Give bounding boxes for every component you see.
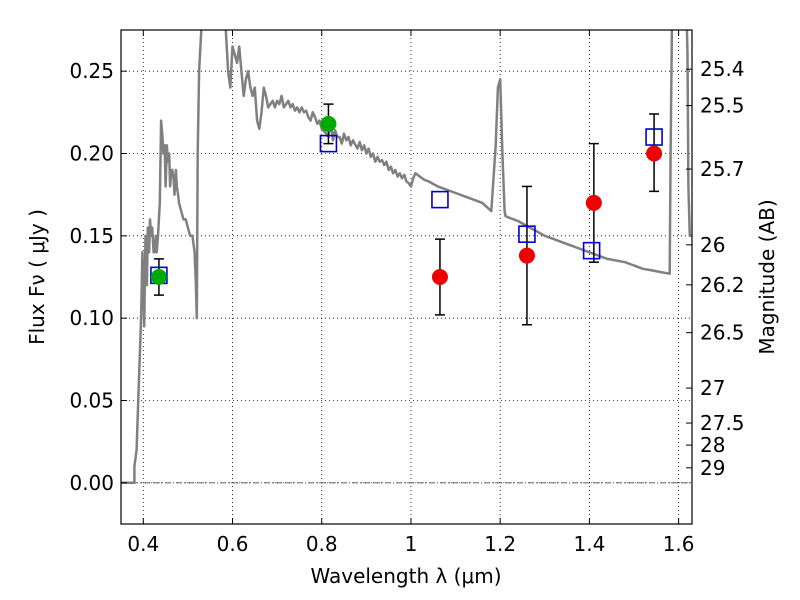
x-tick-label: 1.4	[573, 532, 605, 556]
plot-area	[121, 30, 692, 524]
plot-frame	[120, 29, 693, 525]
observed-point-green	[150, 269, 167, 285]
y-ticks: 0.00 0.05 0.10 0.15 0.20 0.25	[69, 59, 127, 495]
model-flux-square	[518, 225, 536, 243]
y-axis-label: Flux Fν ( μJy )	[25, 209, 49, 345]
y-tick-label: 0.10	[69, 306, 114, 330]
x-axis-label: Wavelength λ (μm)	[310, 564, 501, 588]
magnitude-tick-label: 27.5	[700, 411, 745, 435]
observed-point-red	[518, 247, 535, 264]
observed-point-green	[320, 115, 337, 132]
y-tick-label: 0.15	[69, 224, 114, 248]
magnitude-tick-label: 28	[700, 433, 725, 457]
magnitude-tick-label: 25.7	[700, 157, 745, 181]
magnitude-tick-label: 26.2	[700, 273, 745, 297]
y-tick-label: 0.00	[69, 471, 114, 495]
magnitude-tick-label: 25.5	[700, 94, 745, 118]
magnitude-tick-label: 29	[700, 456, 725, 480]
x-tick-label: 1.6	[663, 532, 695, 556]
x-tick-label: 0.6	[217, 532, 249, 556]
y-tick-label: 0.20	[69, 142, 114, 166]
x-tick-label: 1.2	[484, 532, 516, 556]
plot-layer	[121, 30, 692, 485]
x-ticks: 0.4 0.6 0.8 1 1.2 1.4 1.6	[127, 30, 695, 556]
magnitude-tick-label: 25.4	[700, 57, 745, 81]
observed-point-red	[585, 194, 602, 211]
x-tick-label: 1	[405, 532, 418, 556]
model-spectrum-line	[121, 30, 692, 485]
model-flux-square	[319, 134, 338, 153]
magnitude-tick-label: 27	[700, 376, 725, 400]
magnitude-tick-label: 26.5	[700, 321, 745, 345]
model-flux-square	[645, 128, 663, 146]
x-tick-label: 0.4	[127, 532, 159, 556]
x-tick-label: 0.8	[306, 532, 338, 556]
observed-point-red	[646, 145, 663, 162]
model-flux-square	[582, 241, 601, 260]
magnitude-tick-label: 26	[700, 233, 725, 257]
y-tick-label: 0.25	[69, 59, 114, 83]
magnitude-axis-label: Magnitude (AB)	[755, 199, 779, 354]
observed-point-red	[431, 269, 448, 285]
model-flux-square	[431, 190, 449, 209]
y-tick-label: 0.05	[69, 389, 114, 413]
